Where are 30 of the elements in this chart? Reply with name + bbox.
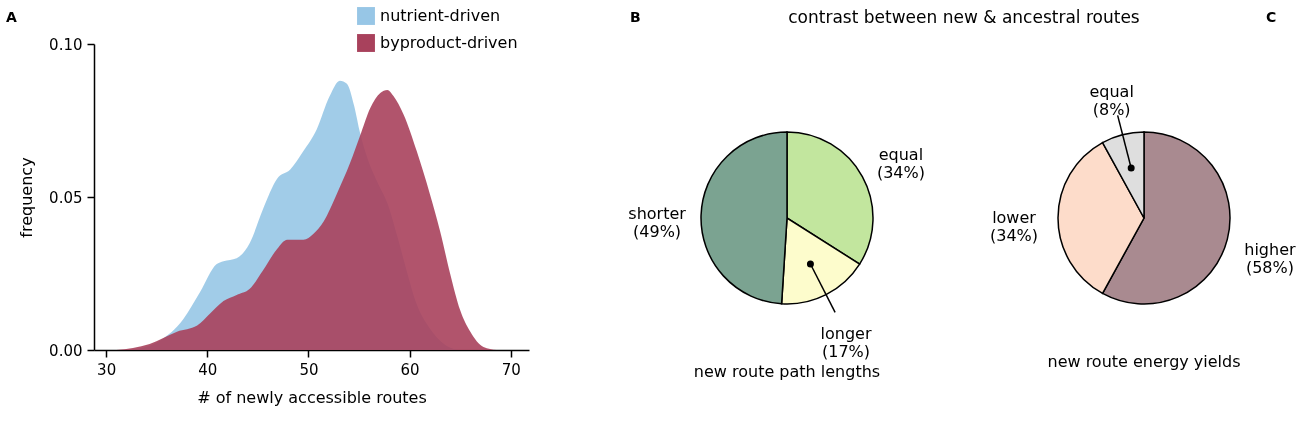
y-tick-label: 0.05 xyxy=(49,188,83,207)
x-tick-label: 60 xyxy=(400,360,420,379)
legend-label: byproduct-driven xyxy=(380,33,518,52)
y-tick-label: 0.00 xyxy=(49,341,83,360)
data-label: (34%) xyxy=(989,226,1039,245)
data-label: (49%) xyxy=(633,221,682,241)
slice-label: shorter xyxy=(628,203,687,223)
x-tick-label: 30 xyxy=(97,360,117,379)
text: new route path lengths xyxy=(693,361,881,381)
text: B xyxy=(630,9,641,25)
slice-label: longer xyxy=(820,323,872,343)
slice-label: equal xyxy=(1089,82,1134,102)
data-label: (8%) xyxy=(1092,100,1131,120)
x-tick-label: 40 xyxy=(198,360,218,379)
y-tick-label: 0.10 xyxy=(49,35,83,54)
text: new route energy yields xyxy=(1047,352,1241,371)
slice-label: lower xyxy=(992,208,1037,227)
slice-label: higher xyxy=(1244,240,1296,260)
x-tick-label: 50 xyxy=(299,360,319,379)
data-label: (58%) xyxy=(1245,258,1294,278)
legend-label: nutrient-driven xyxy=(380,6,501,25)
text: contrast between new & ancestral routes xyxy=(788,7,1140,27)
y-axis-title: frequency xyxy=(17,157,37,238)
text: C xyxy=(1266,9,1277,25)
x-axis-title: # of newly accessible routes xyxy=(197,387,427,407)
x-tick-label: 70 xyxy=(501,360,521,379)
text: A xyxy=(6,9,17,25)
data-label: (34%) xyxy=(876,163,925,183)
data-label: (17%) xyxy=(822,341,871,361)
slice-label: equal xyxy=(878,145,924,165)
